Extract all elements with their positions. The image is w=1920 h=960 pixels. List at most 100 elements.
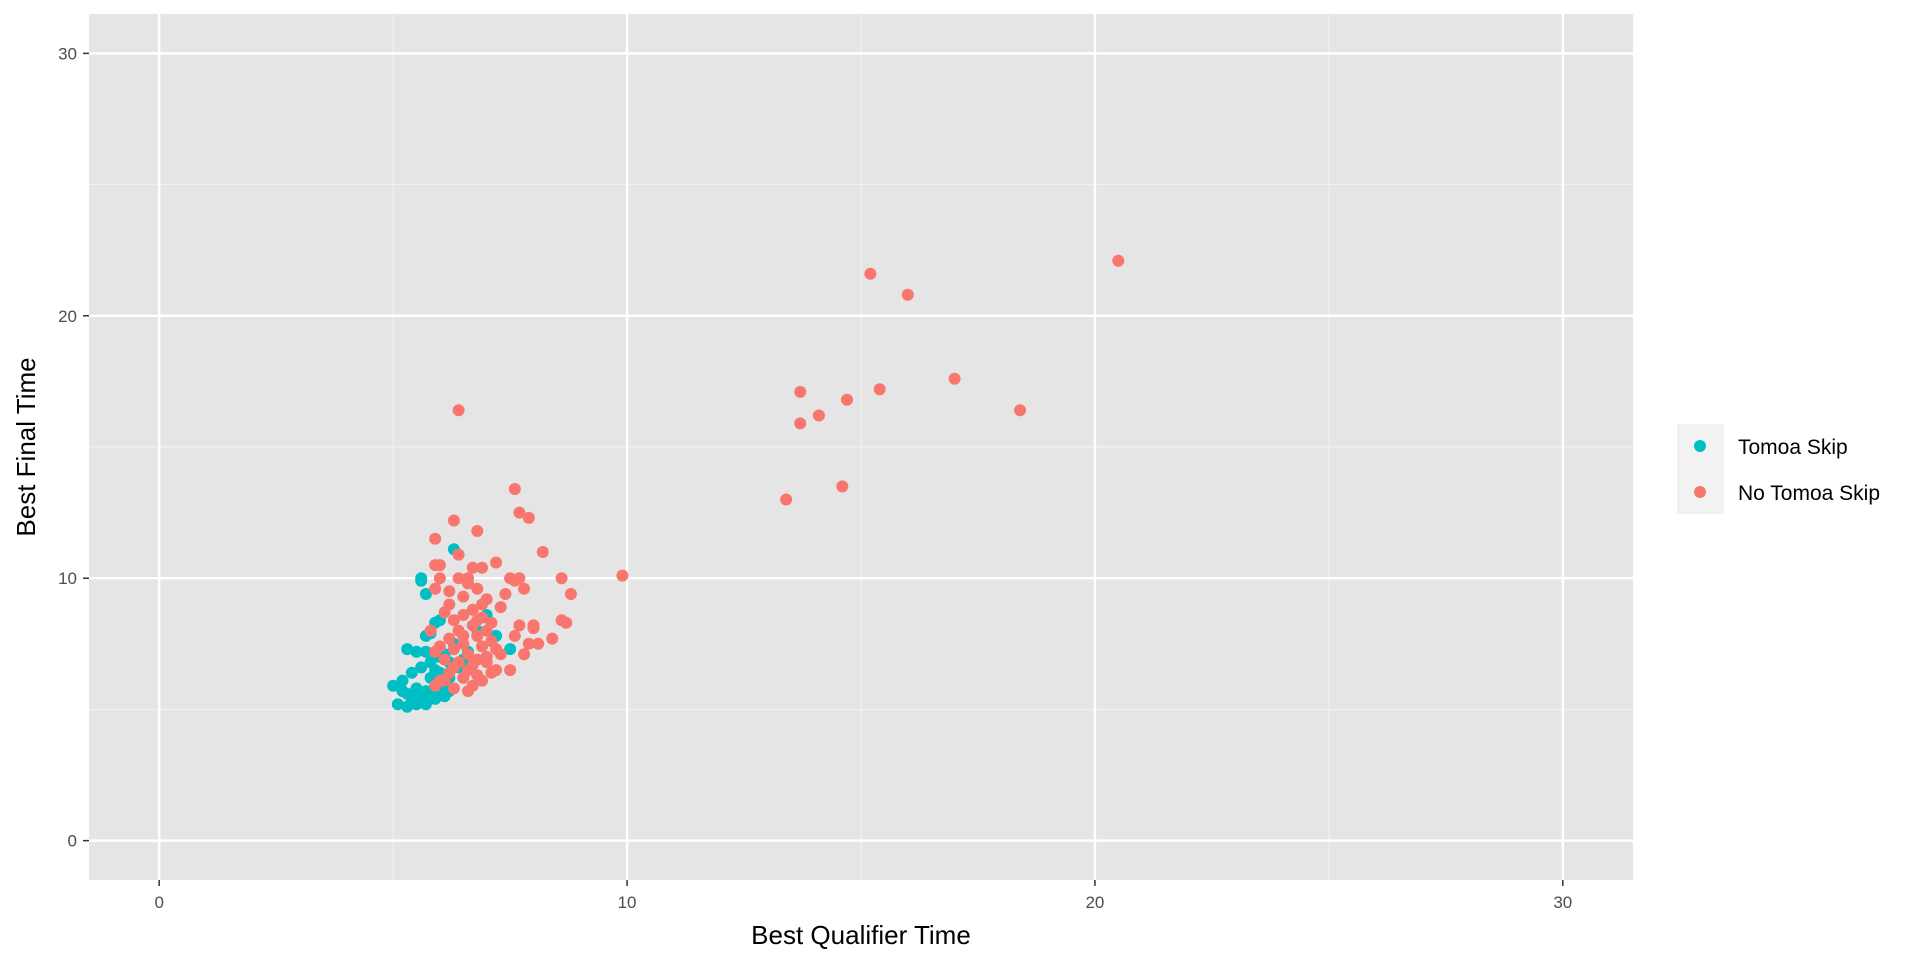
point-no-tomoa-skip: [485, 616, 498, 629]
point-no-tomoa-skip: [438, 674, 451, 687]
x-axis: 0 10 20 30: [154, 880, 1572, 912]
point-no-tomoa-skip: [490, 643, 503, 656]
point-no-tomoa-skip: [471, 629, 484, 642]
point-no-tomoa-skip: [452, 404, 465, 417]
point-no-tomoa-skip: [480, 593, 493, 606]
point-no-tomoa-skip: [616, 569, 629, 582]
x-tick-label: 10: [618, 893, 637, 912]
point-no-tomoa-skip: [508, 629, 521, 642]
point-no-tomoa-skip: [424, 624, 437, 637]
x-tick-label: 30: [1553, 893, 1572, 912]
point-no-tomoa-skip: [447, 682, 460, 695]
point-no-tomoa-skip: [476, 674, 488, 687]
point-no-tomoa-skip: [794, 417, 807, 430]
point-no-tomoa-skip: [447, 614, 460, 627]
point-no-tomoa-skip: [476, 640, 488, 653]
point-no-tomoa-skip: [438, 653, 451, 666]
point-no-tomoa-skip: [462, 577, 474, 590]
point-no-tomoa-skip: [864, 267, 877, 280]
point-no-tomoa-skip: [494, 601, 507, 614]
point-no-tomoa-skip: [471, 525, 484, 537]
point-no-tomoa-skip: [466, 561, 479, 574]
x-tick-label: 20: [1085, 893, 1104, 912]
point-no-tomoa-skip: [490, 556, 503, 569]
legend-dot-tomoa-skip: [1694, 440, 1706, 452]
y-axis: 0 10 20 30: [58, 44, 89, 851]
point-no-tomoa-skip: [1014, 404, 1027, 417]
point-tomoa-skip: [419, 698, 432, 711]
x-axis-title: Best Qualifier Time: [751, 920, 971, 950]
legend-label-tomoa-skip: Tomoa Skip: [1738, 436, 1848, 459]
grid-major: [89, 14, 1633, 880]
point-no-tomoa-skip: [462, 685, 474, 698]
point-tomoa-skip: [401, 643, 414, 656]
point-no-tomoa-skip: [443, 598, 456, 611]
point-no-tomoa-skip: [794, 385, 807, 398]
point-no-tomoa-skip: [504, 664, 517, 677]
point-no-tomoa-skip: [429, 532, 442, 545]
point-no-tomoa-skip: [457, 590, 470, 603]
point-no-tomoa-skip: [513, 572, 526, 585]
legend-key-background: [1677, 424, 1724, 514]
point-tomoa-skip: [391, 698, 404, 711]
point-no-tomoa-skip: [513, 506, 526, 519]
point-no-tomoa-skip: [901, 288, 914, 301]
legend-label-no-tomoa-skip: No Tomoa Skip: [1738, 482, 1880, 505]
point-no-tomoa-skip: [527, 622, 540, 635]
point-no-tomoa-skip: [508, 483, 521, 495]
point-tomoa-skip: [504, 643, 517, 656]
y-tick-label: 0: [68, 832, 77, 851]
point-no-tomoa-skip: [518, 582, 531, 595]
point-no-tomoa-skip: [462, 648, 474, 661]
point-tomoa-skip: [429, 692, 442, 705]
point-no-tomoa-skip: [443, 632, 456, 645]
point-no-tomoa-skip: [480, 656, 493, 669]
point-no-tomoa-skip: [564, 588, 577, 600]
point-no-tomoa-skip: [555, 572, 568, 585]
point-no-tomoa-skip: [466, 658, 479, 671]
point-no-tomoa-skip: [447, 661, 460, 674]
point-no-tomoa-skip: [522, 637, 535, 650]
y-tick-label: 30: [58, 44, 77, 63]
legend-dot-no-tomoa-skip: [1694, 486, 1706, 498]
point-tomoa-skip: [415, 661, 428, 674]
point-no-tomoa-skip: [536, 546, 549, 558]
point-no-tomoa-skip: [452, 572, 465, 585]
point-no-tomoa-skip: [780, 493, 793, 506]
point-tomoa-skip: [429, 664, 442, 677]
point-no-tomoa-skip: [948, 372, 961, 385]
y-axis-title: Best Final Time: [11, 357, 41, 536]
point-tomoa-skip: [419, 588, 432, 600]
point-no-tomoa-skip: [447, 514, 460, 527]
x-tick-label: 0: [154, 893, 163, 912]
point-tomoa-skip: [419, 645, 432, 658]
point-no-tomoa-skip: [443, 585, 456, 598]
point-no-tomoa-skip: [433, 572, 446, 585]
point-no-tomoa-skip: [452, 548, 465, 561]
point-no-tomoa-skip: [471, 582, 484, 595]
point-no-tomoa-skip: [471, 614, 484, 627]
point-no-tomoa-skip: [485, 666, 498, 679]
points-layer: [387, 254, 1125, 713]
point-no-tomoa-skip: [429, 559, 442, 572]
point-no-tomoa-skip: [841, 393, 853, 406]
legend: Tomoa Skip No Tomoa Skip: [1677, 424, 1880, 514]
point-no-tomoa-skip: [546, 632, 559, 645]
y-tick-label: 10: [58, 569, 77, 588]
y-tick-label: 20: [58, 307, 77, 326]
point-no-tomoa-skip: [457, 629, 470, 642]
point-no-tomoa-skip: [466, 603, 479, 616]
point-tomoa-skip: [396, 674, 409, 687]
point-tomoa-skip: [405, 690, 418, 703]
point-no-tomoa-skip: [560, 616, 573, 629]
point-no-tomoa-skip: [513, 619, 526, 632]
grid-minor: [89, 14, 1633, 880]
point-no-tomoa-skip: [447, 643, 460, 656]
point-tomoa-skip: [387, 679, 400, 692]
point-tomoa-skip: [396, 685, 409, 698]
point-no-tomoa-skip: [499, 588, 512, 600]
point-no-tomoa-skip: [429, 679, 442, 692]
point-no-tomoa-skip: [457, 671, 470, 684]
point-no-tomoa-skip: [1112, 254, 1125, 267]
